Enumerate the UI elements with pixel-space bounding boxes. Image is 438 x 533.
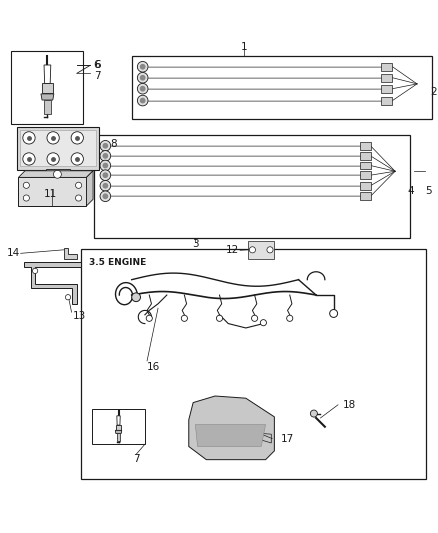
Circle shape [47,132,59,144]
Text: 6: 6 [93,60,100,70]
Bar [247,241,274,259]
Text: 2: 2 [429,87,436,97]
Circle shape [65,295,71,300]
Circle shape [102,163,108,168]
Circle shape [310,410,317,417]
Polygon shape [41,94,54,100]
Text: 7: 7 [94,70,101,80]
Text: 3.5 ENGINE: 3.5 ENGINE [89,258,146,266]
Bar [17,127,99,170]
Bar [20,131,95,166]
Bar [94,135,410,238]
Bar [359,171,370,179]
Circle shape [71,153,83,165]
Circle shape [102,153,108,159]
Circle shape [286,315,292,321]
Circle shape [102,193,108,199]
Circle shape [53,171,61,178]
Bar [359,142,370,150]
Bar [359,152,370,160]
Circle shape [266,247,272,253]
Circle shape [137,72,148,83]
Text: 4: 4 [406,186,413,196]
Circle shape [102,172,108,178]
Circle shape [139,86,145,92]
Bar [18,177,86,206]
Bar [381,85,392,93]
Circle shape [23,132,35,144]
Circle shape [251,315,257,321]
Circle shape [47,153,59,165]
Circle shape [32,268,38,273]
Polygon shape [42,84,53,93]
Text: 13: 13 [72,311,85,321]
Text: 1: 1 [240,42,247,52]
Polygon shape [117,416,120,425]
Polygon shape [195,425,265,447]
Text: 5: 5 [424,186,431,196]
Circle shape [100,160,110,171]
Polygon shape [117,433,120,441]
Circle shape [102,183,108,189]
Circle shape [100,191,110,201]
Polygon shape [86,171,93,206]
Text: 6: 6 [94,60,101,70]
Polygon shape [43,100,51,114]
Bar [359,182,370,190]
Circle shape [260,320,266,326]
Circle shape [139,98,145,103]
Bar [381,96,392,104]
Polygon shape [115,425,121,430]
Text: 16: 16 [147,362,160,373]
Circle shape [23,153,35,165]
Circle shape [100,180,110,191]
Text: 12: 12 [226,245,239,255]
Circle shape [131,293,140,302]
Circle shape [75,182,81,188]
Circle shape [249,247,255,253]
Circle shape [100,141,110,151]
Text: 7: 7 [132,454,139,464]
Circle shape [216,315,222,321]
Bar [359,192,370,200]
Circle shape [139,75,145,80]
Bar [381,74,392,82]
Circle shape [139,64,145,70]
Circle shape [146,315,152,321]
Bar [359,161,370,169]
Circle shape [181,315,187,321]
Bar [381,63,392,71]
Circle shape [137,61,148,72]
Bar [92,409,145,445]
Polygon shape [115,430,121,433]
Text: 11: 11 [44,189,57,199]
Circle shape [137,95,148,106]
Circle shape [71,132,83,144]
Circle shape [100,150,110,161]
Circle shape [75,195,81,201]
Polygon shape [64,248,77,259]
Polygon shape [44,65,51,84]
Polygon shape [18,171,93,177]
Bar [131,56,431,119]
Text: 18: 18 [342,400,355,410]
Text: 8: 8 [110,139,117,149]
Text: 17: 17 [280,433,293,443]
Bar [81,249,425,479]
Bar [11,51,83,124]
Circle shape [137,83,148,94]
Circle shape [329,310,337,318]
Text: 14: 14 [7,248,20,259]
Text: 3: 3 [191,239,198,249]
Circle shape [23,195,29,201]
Circle shape [102,143,108,149]
Bar [46,168,70,180]
Circle shape [23,182,29,188]
Circle shape [100,170,110,181]
Polygon shape [188,396,274,459]
Polygon shape [24,262,81,304]
